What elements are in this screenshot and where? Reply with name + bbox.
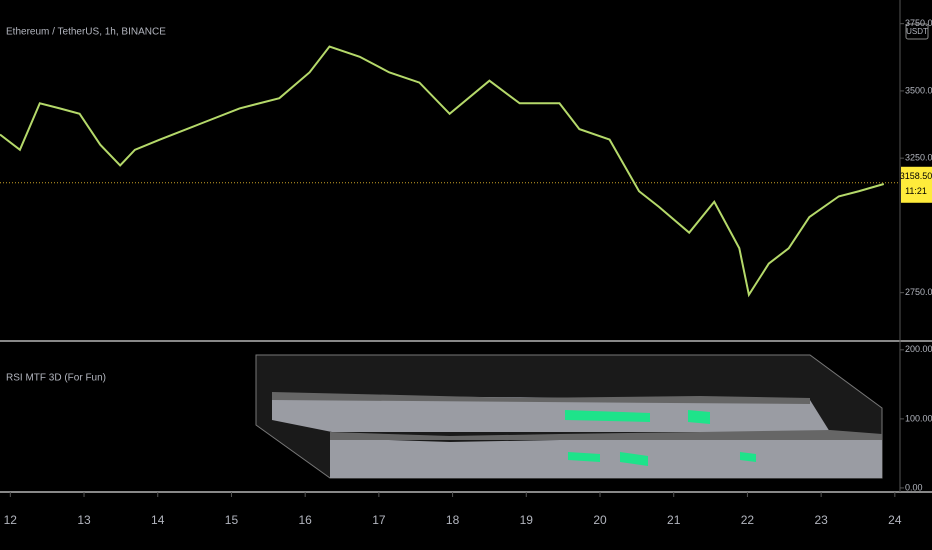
panel-back [272, 395, 830, 432]
x-tick-label: 13 [77, 513, 91, 527]
x-tick-label: 23 [814, 513, 828, 527]
y-tick-label: 200.00 [905, 344, 932, 354]
x-tick-label: 19 [520, 513, 534, 527]
panel-back-edge [272, 392, 810, 404]
x-tick-label: 15 [225, 513, 239, 527]
x-tick-label: 24 [888, 513, 902, 527]
panel-front-edge [330, 430, 882, 440]
indicator-title: RSI MTF 3D (For Fun) [6, 373, 106, 384]
highlight [565, 410, 650, 422]
price-line [0, 45, 885, 298]
y-tick-label: 2750.00 [905, 287, 932, 297]
y-tick-label: 3750.00 [905, 18, 932, 28]
indicator-3d [255, 354, 883, 479]
countdown: 11:21 [905, 186, 927, 196]
price-label-box [901, 166, 932, 203]
x-tick-label: 12 [4, 513, 18, 527]
currency: USDT [906, 27, 928, 36]
x-tick-label: 17 [372, 513, 386, 527]
currency-box [905, 23, 929, 40]
x-tick-label: 22 [741, 513, 755, 527]
x-tick-label: 20 [593, 513, 607, 527]
highlight [620, 452, 648, 466]
x-tick-label: 14 [151, 513, 165, 527]
highlight [568, 452, 600, 462]
highlight [688, 410, 710, 424]
x-tick-label: 21 [667, 513, 681, 527]
highlight [740, 452, 756, 462]
x-tick-label: 18 [446, 513, 460, 527]
y-tick-label: 3500.00 [905, 85, 932, 95]
x-tick-label: 16 [298, 513, 312, 527]
price-label: 3158.50 [900, 171, 932, 181]
chart-title: Ethereum / TetherUS, 1h, BINANCE [6, 27, 166, 38]
y-tick-label: 3250.00 [905, 153, 932, 163]
panel-front [330, 436, 882, 478]
y-tick-label: 100.00 [905, 413, 932, 423]
y-tick-label: 0.00 [905, 482, 923, 492]
